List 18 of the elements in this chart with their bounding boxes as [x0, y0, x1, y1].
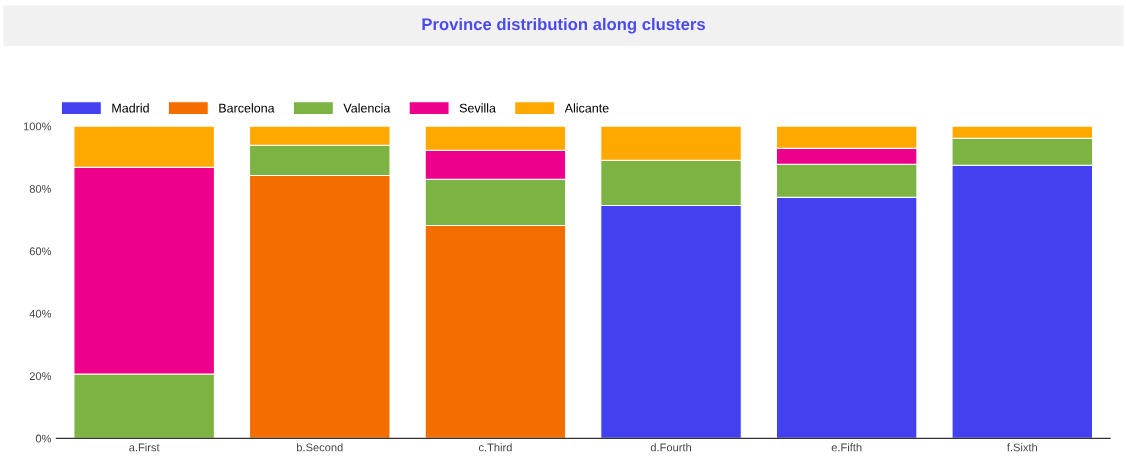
legend-label: Sevilla — [459, 103, 496, 113]
y-tick-label: 20% — [29, 372, 52, 381]
y-tick-label: 60% — [29, 247, 52, 256]
legend-label: Barcelona — [219, 103, 275, 113]
chart-title: Province distribution along clusters — [422, 17, 705, 34]
legend-label: Madrid — [112, 103, 149, 113]
y-tick-label: 40% — [29, 309, 52, 318]
x-tick-label: b.Second — [297, 443, 343, 452]
x-tick-label: c.Third — [478, 443, 512, 452]
legend-label: Valencia — [343, 103, 391, 113]
y-tick-label: 0% — [35, 434, 52, 443]
y-tick-label: 100% — [23, 122, 52, 131]
x-tick-label: e.Fifth — [831, 443, 862, 452]
x-tick-label: d.Fourth — [650, 443, 692, 452]
x-tick-label: a.First — [129, 443, 160, 452]
x-tick-label: f.Sixth — [1007, 443, 1037, 452]
y-tick-label: 80% — [29, 184, 52, 193]
legend-label: Alicante — [564, 103, 609, 113]
